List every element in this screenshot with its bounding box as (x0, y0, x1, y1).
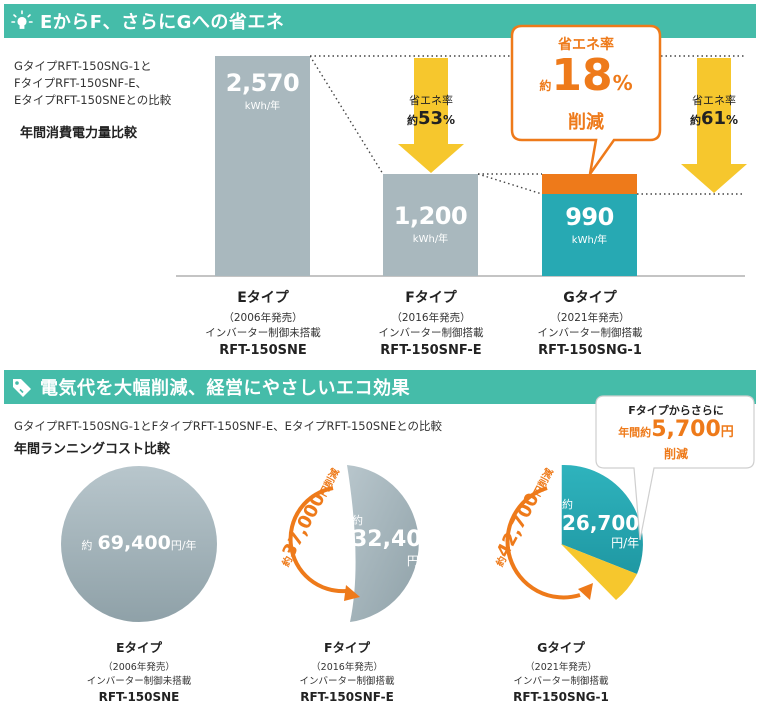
description-line: EタイプRFT-150SNEとの比較 (14, 93, 172, 107)
dotted-guide-e-to-f (309, 55, 384, 175)
arc-arrow-g (505, 486, 581, 600)
dotted-guide-f-to-g (477, 173, 543, 195)
arc-label-g: 約42,700円削減 (492, 466, 556, 569)
reduction-label: 省エネ率 (409, 94, 453, 107)
cost-label-f: 約 32,400 円/年 (352, 514, 437, 568)
circle-caption-g: Gタイプ （2021年発売） インバーター制御搭載 RFT-150SNG-1 (476, 637, 646, 704)
circle-caption-e: Eタイプ （2006年発売） インバーター制御未搭載 RFT-150SNE (54, 637, 224, 704)
caption-type: Fタイプ (323, 640, 371, 655)
reduction-label: 省エネ率 (692, 94, 736, 107)
callout-5700-bubble (595, 395, 755, 541)
bar-unit: kWh/年 (571, 235, 608, 246)
caption-model: RFT-150SNF-E (300, 690, 394, 704)
caption-model: RFT-150SNG-1 (513, 690, 609, 704)
caption-desc: インバーター制御搭載 (513, 676, 609, 687)
caption-model: RFT-150SNF-E (380, 343, 482, 358)
arc-arrow-f (288, 486, 347, 594)
reduction-value: 約53% (406, 108, 456, 129)
price-tag-icon (4, 376, 40, 398)
caption-year: （2021年発売） (525, 662, 597, 673)
bar-unit: kWh/年 (412, 234, 449, 245)
section2-description: GタイプRFT-150SNG-1とFタイプRFT-150SNF-E、EタイプRF… (14, 419, 442, 433)
caption-model: RFT-150SNE (98, 690, 180, 704)
circle-caption-f: Fタイプ （2016年発売） インバーター制御搭載 RFT-150SNF-E (262, 637, 432, 704)
caption-type: Eタイプ (237, 290, 289, 306)
section1-title: EからF、さらにGへの省エネ (40, 12, 285, 33)
section1-description: GタイプRFT-150SNG-1と FタイプRFT-150SNF-E、 Eタイプ… (14, 58, 171, 109)
section2-title: 電気代を大幅削減、経営にやさしいエコ効果 (40, 378, 410, 399)
reduction-arrow-right (681, 58, 747, 193)
callout-value: 年間約5,700円 (618, 417, 734, 442)
caption-desc: インバーター制御未搭載 (86, 676, 192, 687)
bar-g-reduction-segment (542, 174, 637, 194)
reduction-label-left: 省エネ率 約53% (390, 92, 472, 129)
bar-unit: kWh/年 (244, 101, 281, 112)
callout-18: 省エネ率 約18% 削減 (512, 34, 660, 134)
cost-label-e: 約 69,400円/年 (81, 532, 197, 554)
description-line: GタイプRFT-150SNG-1と (14, 59, 152, 73)
lightbulb-icon (4, 10, 40, 32)
description-line: FタイプRFT-150SNF-E、 (14, 76, 148, 90)
cost-slice-g (561, 464, 643, 574)
callout-note: 削減 (663, 447, 688, 461)
bar-value: 1,200 (393, 202, 468, 230)
cost-slice-g-reduction (561, 544, 637, 600)
section1-header: EからF、さらにGへの省エネ (4, 4, 756, 38)
caption-desc: インバーター制御搭載 (537, 327, 643, 339)
cost-slice-f (347, 465, 419, 622)
caption-desc: インバーター制御未搭載 (205, 327, 321, 339)
caption-desc: インバーター制御搭載 (299, 676, 395, 687)
callout-label: 省エネ率 (558, 37, 614, 53)
section1-subtitle: 年間消費電力量比較 (20, 126, 138, 141)
caption-type: Fタイプ (405, 290, 457, 306)
caption-year: （2006年発売） (103, 662, 175, 673)
reduction-label-right: 省エネ率 約61% (673, 92, 755, 129)
callout-value: 約18% (539, 50, 633, 101)
caption-type: Gタイプ (537, 640, 585, 655)
caption-type: Gタイプ (563, 290, 617, 306)
bar-value: 990 (565, 203, 614, 231)
caption-desc: インバーター制御搭載 (378, 327, 484, 339)
callout-note: 削減 (568, 112, 604, 133)
bar-e-type: 2,570 kWh/年 (215, 56, 310, 276)
caption-year: （2016年発売） (391, 312, 471, 324)
bar-caption-f: Fタイプ （2016年発売） インバーター制御搭載 RFT-150SNF-E (346, 287, 516, 358)
caption-year: （2006年発売） (223, 312, 303, 324)
arc-label-f: 約37,000円削減 (278, 466, 342, 569)
cost-label-g: 約 26,700 円/年 (562, 498, 640, 550)
caption-type: Eタイプ (115, 640, 163, 655)
bar-caption-e: Eタイプ （2006年発売） インバーター制御未搭載 RFT-150SNE (178, 287, 348, 358)
caption-year: （2021年発売） (550, 312, 630, 324)
section2-subtitle: 年間ランニングコスト比較 (14, 442, 171, 457)
caption-model: RFT-150SNE (219, 343, 307, 358)
caption-model: RFT-150SNG-1 (538, 343, 642, 358)
bar-value: 2,570 (225, 69, 300, 97)
cost-circles (61, 464, 643, 623)
cost-circle-e (61, 466, 217, 622)
bar-caption-g: Gタイプ （2021年発売） インバーター制御搭載 RFT-150SNG-1 (505, 287, 675, 358)
callout-line1: Fタイプからさらに (628, 404, 724, 417)
caption-year: （2016年発売） (311, 662, 383, 673)
reduction-arrow-left (398, 58, 464, 173)
callout-18-bubble (510, 24, 662, 175)
reduction-value: 約61% (689, 108, 739, 129)
callout-5700: Fタイプからさらに 年間約5,700円 削減 (596, 402, 756, 462)
arc-arrow-g-head (578, 583, 593, 600)
bar-g-type: 990 kWh/年 (542, 194, 637, 276)
bar-f-type: 1,200 kWh/年 (383, 174, 478, 276)
arc-arrow-f-head (344, 585, 360, 601)
